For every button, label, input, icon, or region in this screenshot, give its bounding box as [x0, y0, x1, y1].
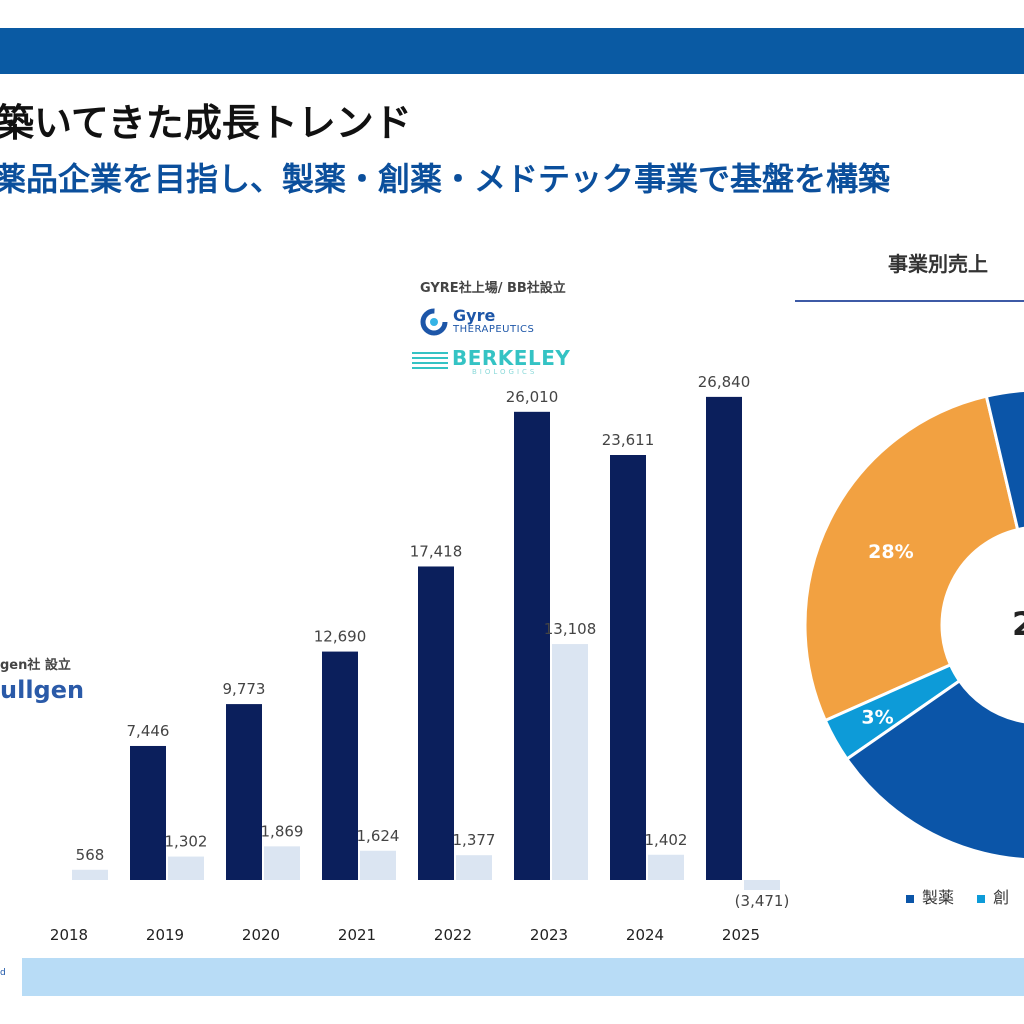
gyre-logo-name: Gyre [453, 306, 496, 325]
bar-data-label: 1,624 [357, 827, 400, 845]
bar-data-label: 1,402 [645, 831, 688, 849]
pie-legend: 製薬 創 [906, 884, 1024, 908]
bar [168, 856, 204, 880]
berkeley-logo-sub: BIOLOGICS [472, 368, 538, 376]
bar-data-label: 17,418 [410, 542, 463, 560]
x-tick-label: 2024 [626, 926, 664, 944]
bar-data-label: 1,377 [453, 831, 496, 849]
pie-title: 事業別売上 [888, 252, 988, 276]
bar-data-label: 13,108 [544, 620, 597, 638]
bar-data-label: 7,446 [127, 722, 170, 740]
bar [264, 846, 300, 880]
page-title: 築いてきた成長トレンド [0, 101, 412, 145]
legend-item: 創 [977, 888, 1009, 907]
bar [552, 644, 588, 880]
bar-data-label: 568 [76, 846, 105, 864]
bar [706, 396, 742, 880]
pie-slice [803, 394, 1020, 723]
legend-label: 製薬 [922, 888, 955, 907]
x-tick-label: 2019 [146, 926, 184, 944]
bar [418, 566, 454, 880]
pie-slice [823, 662, 962, 762]
page-subtitle: 薬品企業を目指し、製薬・創薬・メドテック事業で基盤を構築 [0, 160, 891, 198]
bar [72, 869, 108, 880]
legend-label: 創 [993, 888, 1010, 907]
bar [360, 850, 396, 880]
bar-data-label: (3,471) [735, 892, 790, 910]
cellgen-logo: ullgen [0, 676, 85, 704]
bar [514, 411, 550, 880]
bar [226, 704, 262, 880]
pie-slice-label: 28% [868, 541, 913, 563]
berkeley-logo-name: BERKELEY [452, 346, 571, 370]
bar [130, 745, 166, 880]
pie-slice-label: 3% [861, 706, 893, 728]
legend-swatch [977, 894, 986, 903]
bar-data-label: 23,611 [602, 431, 655, 449]
bar-data-label: 1,869 [261, 822, 304, 840]
legend-swatch [906, 894, 914, 903]
annotation-cellgen: gen社 設立 [0, 658, 71, 673]
pie-center-text: 2 [1012, 605, 1024, 643]
bar-data-label: 26,840 [698, 373, 751, 391]
gyre-mark-icon [420, 308, 448, 336]
x-tick-label: 2022 [434, 926, 472, 944]
bar-data-label: 12,690 [314, 628, 367, 646]
x-tick-label: 2020 [242, 926, 280, 944]
annotation-gyre-bb: GYRE社上場/ BB社設立 [420, 281, 566, 296]
bar [744, 880, 780, 890]
x-tick-label: 2023 [530, 926, 568, 944]
x-tick-label: 2025 [722, 926, 760, 944]
pie-slice [844, 389, 1024, 861]
x-tick-label: 2018 [50, 926, 88, 944]
bar [648, 854, 684, 880]
bar-data-label: 26,010 [506, 388, 559, 406]
bar-data-label: 9,773 [223, 680, 266, 698]
pie-title-rule [795, 300, 1024, 302]
bar [456, 855, 492, 880]
berkeley-logo: BERKELEY BIOLOGICS [410, 346, 570, 376]
berkeley-mark-icon [412, 352, 448, 369]
legend-item: 製薬 [906, 888, 954, 907]
bar-data-label: 1,302 [165, 833, 208, 851]
footer-band [22, 958, 1024, 996]
footer-mark: d [0, 968, 6, 978]
bar [322, 651, 358, 880]
x-tick-label: 2021 [338, 926, 376, 944]
bar [610, 455, 646, 880]
gyre-logo: Gyre THERAPEUTICS [420, 306, 560, 338]
header-band [0, 28, 1024, 74]
gyre-logo-sub: THERAPEUTICS [453, 324, 535, 335]
bar-chart: ,0185687,4461,3029,7731,86912,6901,62417… [50, 373, 790, 944]
